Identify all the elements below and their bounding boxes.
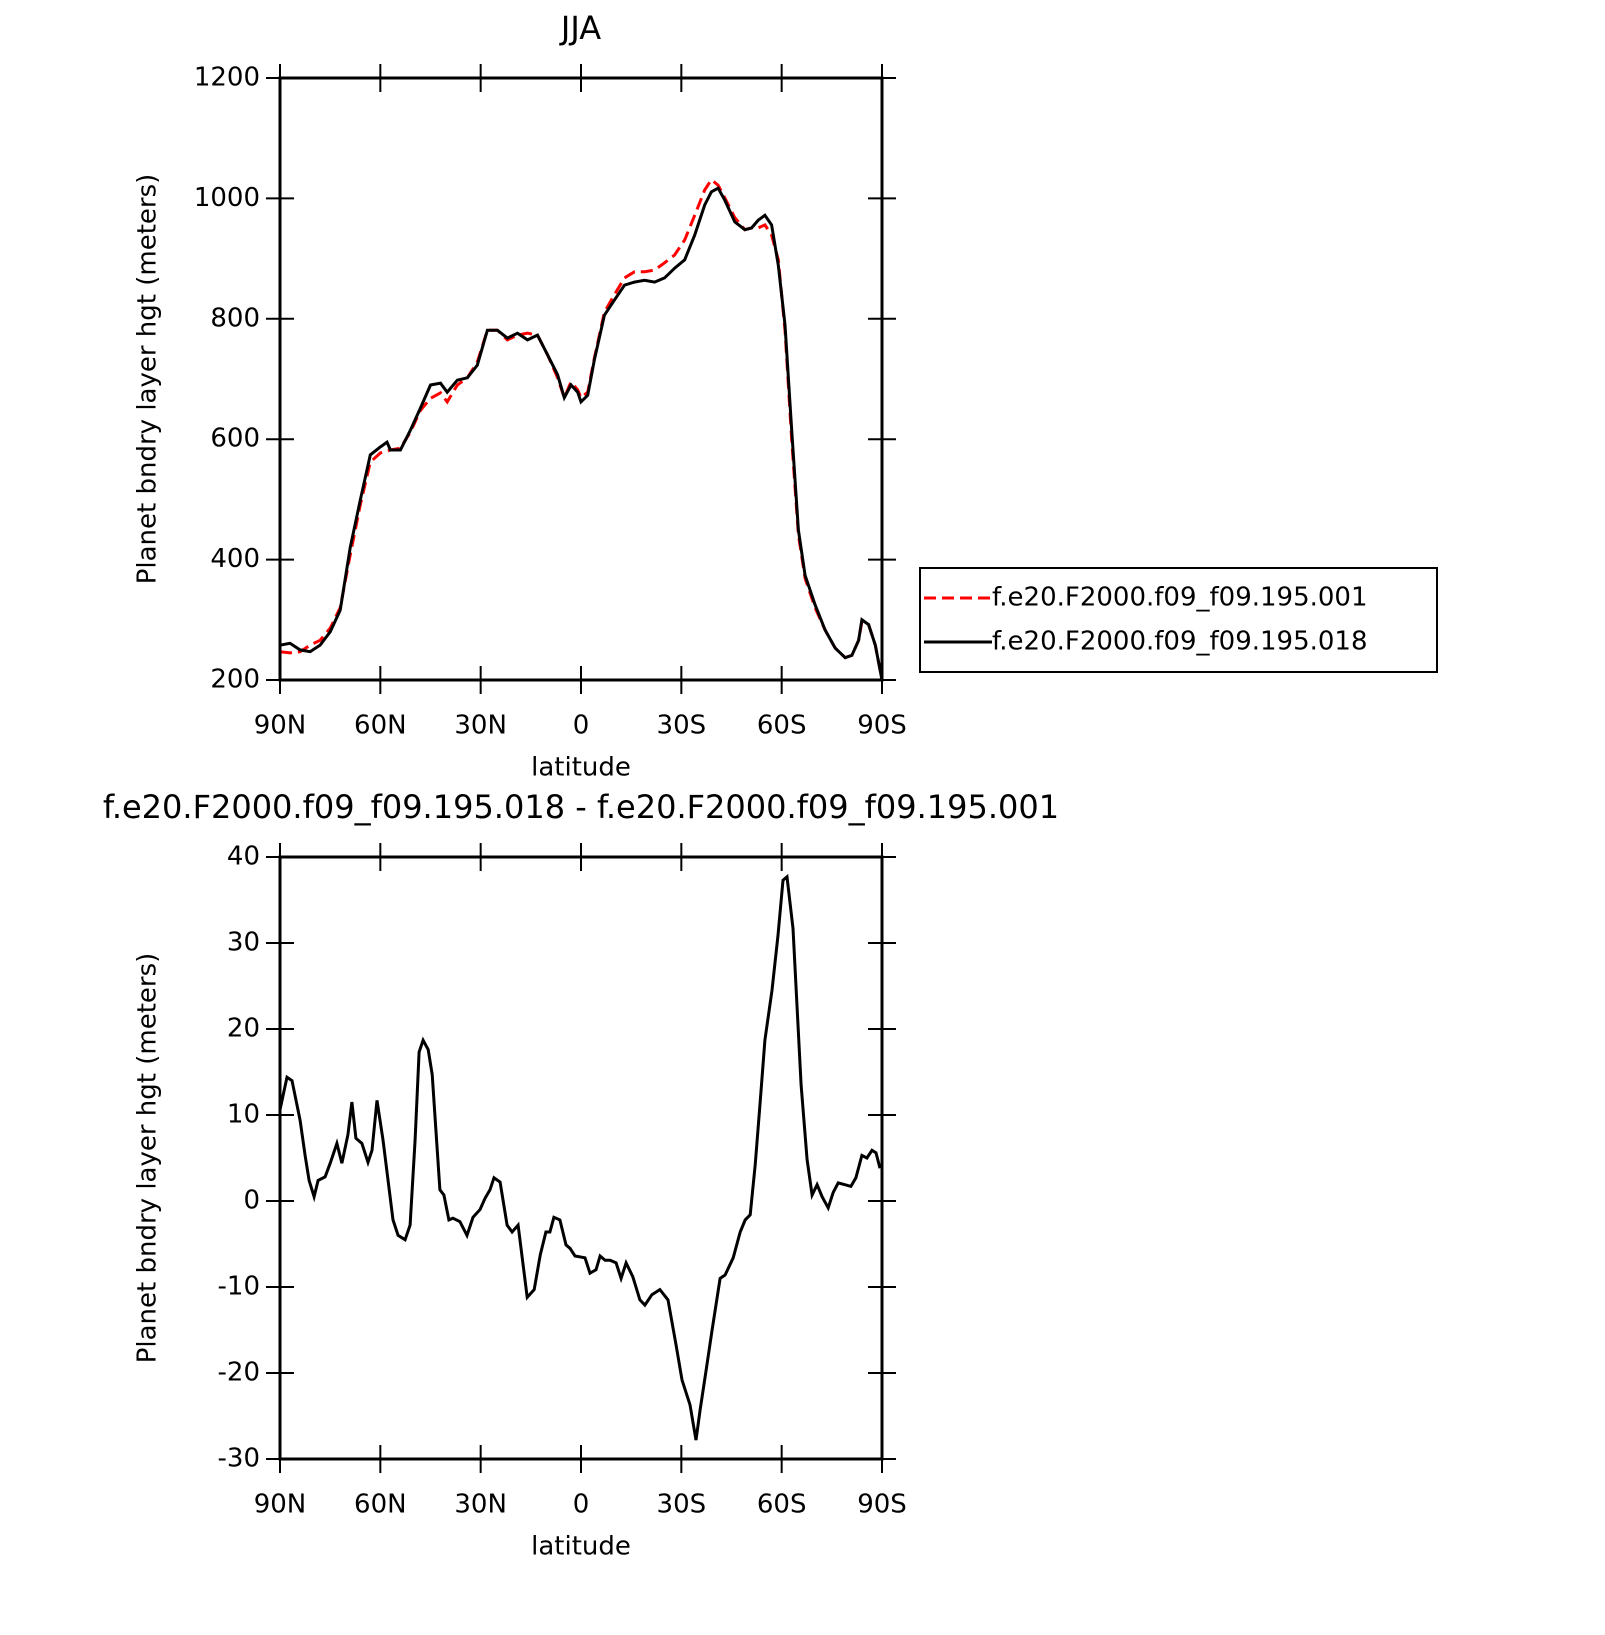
plot-frame [278, 855, 884, 1461]
y-tick-label: 400 [210, 544, 260, 574]
legend-box [919, 567, 1438, 673]
y-tick-label: -10 [218, 1272, 260, 1302]
x-axis-label: latitude [531, 1532, 631, 1562]
chart-title: JJA [559, 9, 601, 47]
data-line [280, 873, 882, 1441]
x-tick-label: 60N [354, 711, 407, 741]
y-tick-label: 10 [227, 1100, 260, 1130]
legend-label: f.e20.F2000.f09_f09.195.018 [992, 627, 1368, 657]
y-tick-label: 800 [210, 303, 260, 333]
x-tick-label: 30N [454, 711, 507, 741]
legend-label: f.e20.F2000.f09_f09.195.001 [992, 583, 1368, 613]
y-axis-label: Planet bndry layer hgt (meters) [133, 953, 163, 1364]
x-tick-label: 90S [857, 711, 907, 741]
x-tick-label: 90S [857, 1490, 907, 1520]
x-tick-label: 30S [657, 711, 707, 741]
x-tick-label: 90N [254, 1490, 307, 1520]
x-tick-label: 60N [354, 1490, 407, 1520]
y-tick-label: 30 [227, 928, 260, 958]
plot-frame [278, 76, 884, 682]
chart-title: f.e20.F2000.f09_f09.195.018 - f.e20.F200… [103, 788, 1059, 826]
x-tick-label: 30N [454, 1490, 507, 1520]
x-tick-label: 0 [573, 711, 590, 741]
x-tick-label: 60S [757, 1490, 807, 1520]
y-tick-label: 200 [210, 665, 260, 695]
y-tick-label: 40 [227, 842, 260, 872]
y-tick-label: 600 [210, 424, 260, 454]
y-tick-label: 0 [243, 1186, 260, 1216]
x-tick-label: 90N [254, 711, 307, 741]
y-axis-label: Planet bndry layer hgt (meters) [133, 174, 163, 585]
x-axis-label: latitude [531, 753, 631, 783]
x-tick-label: 60S [757, 711, 807, 741]
y-tick-label: -30 [218, 1444, 260, 1474]
y-tick-label: 1000 [194, 183, 260, 213]
x-tick-label: 0 [573, 1490, 590, 1520]
y-tick-label: 1200 [194, 63, 260, 93]
y-tick-label: 20 [227, 1014, 260, 1044]
x-tick-label: 30S [657, 1490, 707, 1520]
data-line [280, 186, 882, 680]
y-tick-label: -20 [218, 1358, 260, 1388]
